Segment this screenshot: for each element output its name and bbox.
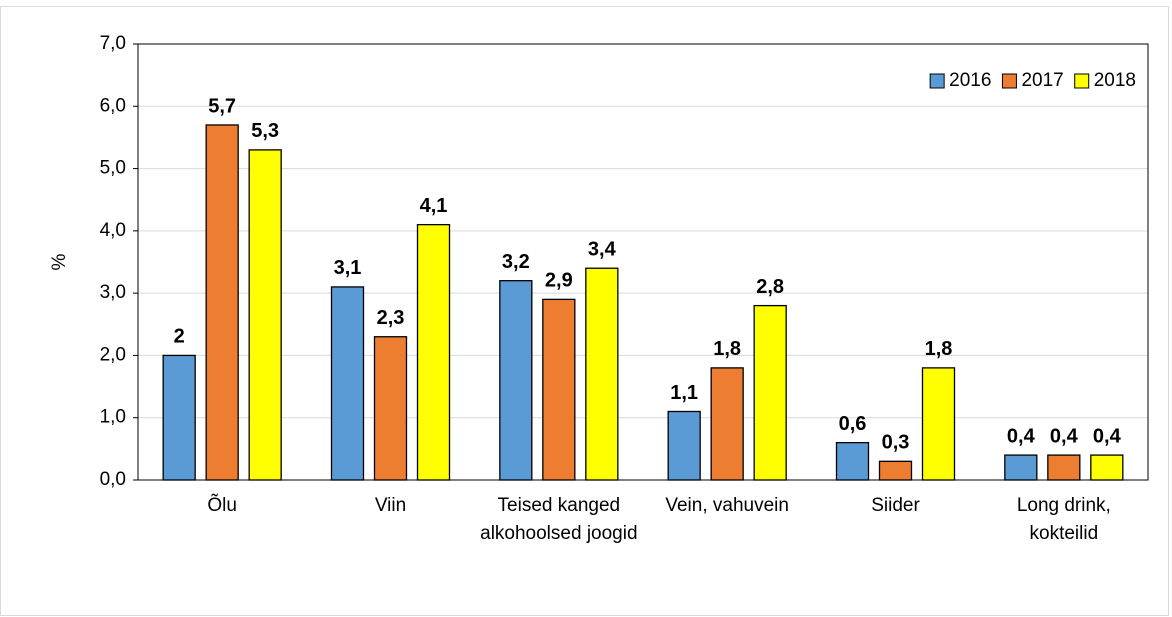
x-tick-label: Teised kanged alkohoolsed joogid	[480, 495, 637, 544]
value-label: 1,1	[670, 382, 698, 404]
value-label: 0,4	[1007, 425, 1036, 447]
bar	[542, 298, 576, 481]
bar	[499, 280, 533, 481]
value-label: 3,4	[588, 239, 617, 261]
x-tick-label: Long drink, kokteilid	[1017, 495, 1111, 544]
legend-swatch	[1074, 73, 1090, 89]
bar	[1047, 454, 1081, 481]
value-label: 4,1	[420, 195, 448, 217]
y-tick-label: 5,0	[100, 158, 126, 179]
x-tick-label: Õlu	[207, 494, 237, 516]
bar	[205, 124, 239, 481]
legend-swatch	[929, 73, 945, 89]
plot-border	[137, 43, 1149, 481]
y-tick-label: 2,0	[100, 344, 126, 365]
bar	[248, 149, 282, 481]
x-tick-label: Vein, vahuvein	[665, 495, 789, 516]
y-tick-label: 7,0	[100, 33, 126, 54]
bar	[1090, 454, 1124, 481]
bar	[330, 286, 365, 481]
value-label: 1,8	[925, 338, 953, 360]
value-label: 2,9	[545, 270, 573, 292]
value-label: 0,6	[839, 413, 867, 435]
value-label: 3,1	[334, 257, 362, 279]
legend-label: 2016	[949, 70, 991, 91]
value-label: 0,4	[1050, 425, 1079, 447]
bar	[667, 410, 701, 481]
legend-label: 2018	[1094, 70, 1136, 91]
bar	[921, 367, 956, 481]
value-label: 2,3	[377, 307, 405, 329]
y-tick-label: 0,0	[100, 469, 126, 490]
legend-swatch	[1001, 73, 1017, 89]
bar	[835, 441, 870, 481]
y-axis-label: %	[49, 253, 70, 270]
bar	[585, 267, 619, 481]
y-tick-label: 3,0	[100, 282, 126, 303]
frame	[0, 6, 1169, 616]
value-label: 5,7	[208, 95, 236, 117]
bar	[753, 304, 787, 481]
bar	[162, 354, 196, 481]
y-tick-label: 4,0	[100, 220, 126, 241]
value-label: 2,8	[756, 276, 784, 298]
bar	[373, 336, 408, 481]
y-tick-label: 6,0	[100, 95, 126, 116]
y-tick-label: 1,0	[100, 407, 126, 428]
bar	[878, 460, 913, 481]
value-label: 3,2	[502, 251, 530, 273]
x-tick-label: Siider	[871, 495, 920, 516]
bar	[1004, 454, 1038, 481]
x-tick-label: Viin	[375, 495, 406, 516]
legend-label: 2017	[1021, 70, 1063, 91]
value-label: 0,4	[1093, 425, 1122, 447]
bar	[416, 223, 451, 481]
value-label: 5,3	[251, 120, 279, 142]
value-label: 0,3	[882, 432, 910, 454]
bar	[710, 367, 744, 481]
value-label: 2	[174, 326, 185, 348]
value-label: 1,8	[713, 338, 741, 360]
